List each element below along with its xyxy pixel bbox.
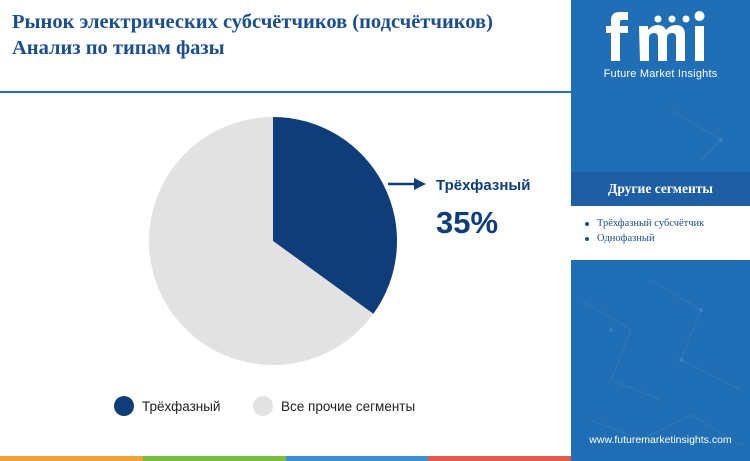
fmi-logo (606, 11, 705, 61)
strip-segment (142, 456, 286, 461)
bottom-color-strip (0, 456, 571, 461)
title-line-2: Анализ по типам фазы (12, 37, 225, 59)
sidebar-background-pattern (580, 109, 742, 446)
segment-item: Трёхфазный субсчётчик (583, 216, 745, 231)
bullet-icon (585, 237, 589, 241)
main-panel: Рынок электрических субсчётчиков (подсчё… (0, 9, 571, 461)
callout-arrow (388, 178, 426, 190)
legend-swatch-three-phase (114, 396, 134, 416)
legend-label-three-phase: Трёхфазный (142, 399, 220, 414)
pie-slice-others (149, 117, 374, 365)
other-segments-list: Трёхфазный субсчётчик Однофазный (583, 216, 745, 246)
website-url[interactable]: www.futuremarketinsights.com (589, 434, 732, 446)
pie-slice-three-phase (273, 117, 397, 314)
pie-chart: Трёхфазный 35% Трёхфазный Все прочие сегмен… (0, 93, 571, 461)
segment-label: Трёхфазный субсчётчик (597, 218, 705, 229)
legend-label-others: Все прочие сегменты (281, 399, 415, 414)
segment-item: Однофазный (583, 231, 745, 246)
segment-label: Однофазный (597, 233, 655, 244)
title-divider (0, 91, 571, 93)
other-segments-title: Другие сегменты (571, 172, 750, 206)
logo-subtitle: Future Market Insights (603, 68, 718, 80)
callout-value: 35% (436, 205, 498, 240)
strip-segment (428, 456, 571, 461)
legend-swatch-others (253, 396, 273, 416)
callout-label: Трёхфазный (436, 177, 530, 194)
bullet-icon (585, 222, 589, 226)
pie-chart-svg: Трёхфазный 35% Трёхфазный Все прочие сегмен… (114, 117, 530, 416)
strip-segment (0, 456, 143, 461)
sidebar-panel: Future Market Insights Другие сегменты Т… (571, 0, 750, 461)
page-title: Рынок электрических субсчётчиков (подсчё… (12, 9, 567, 61)
title-line-1: Рынок электрических субсчётчиков (подсчё… (12, 11, 493, 33)
strip-segment (285, 456, 429, 461)
